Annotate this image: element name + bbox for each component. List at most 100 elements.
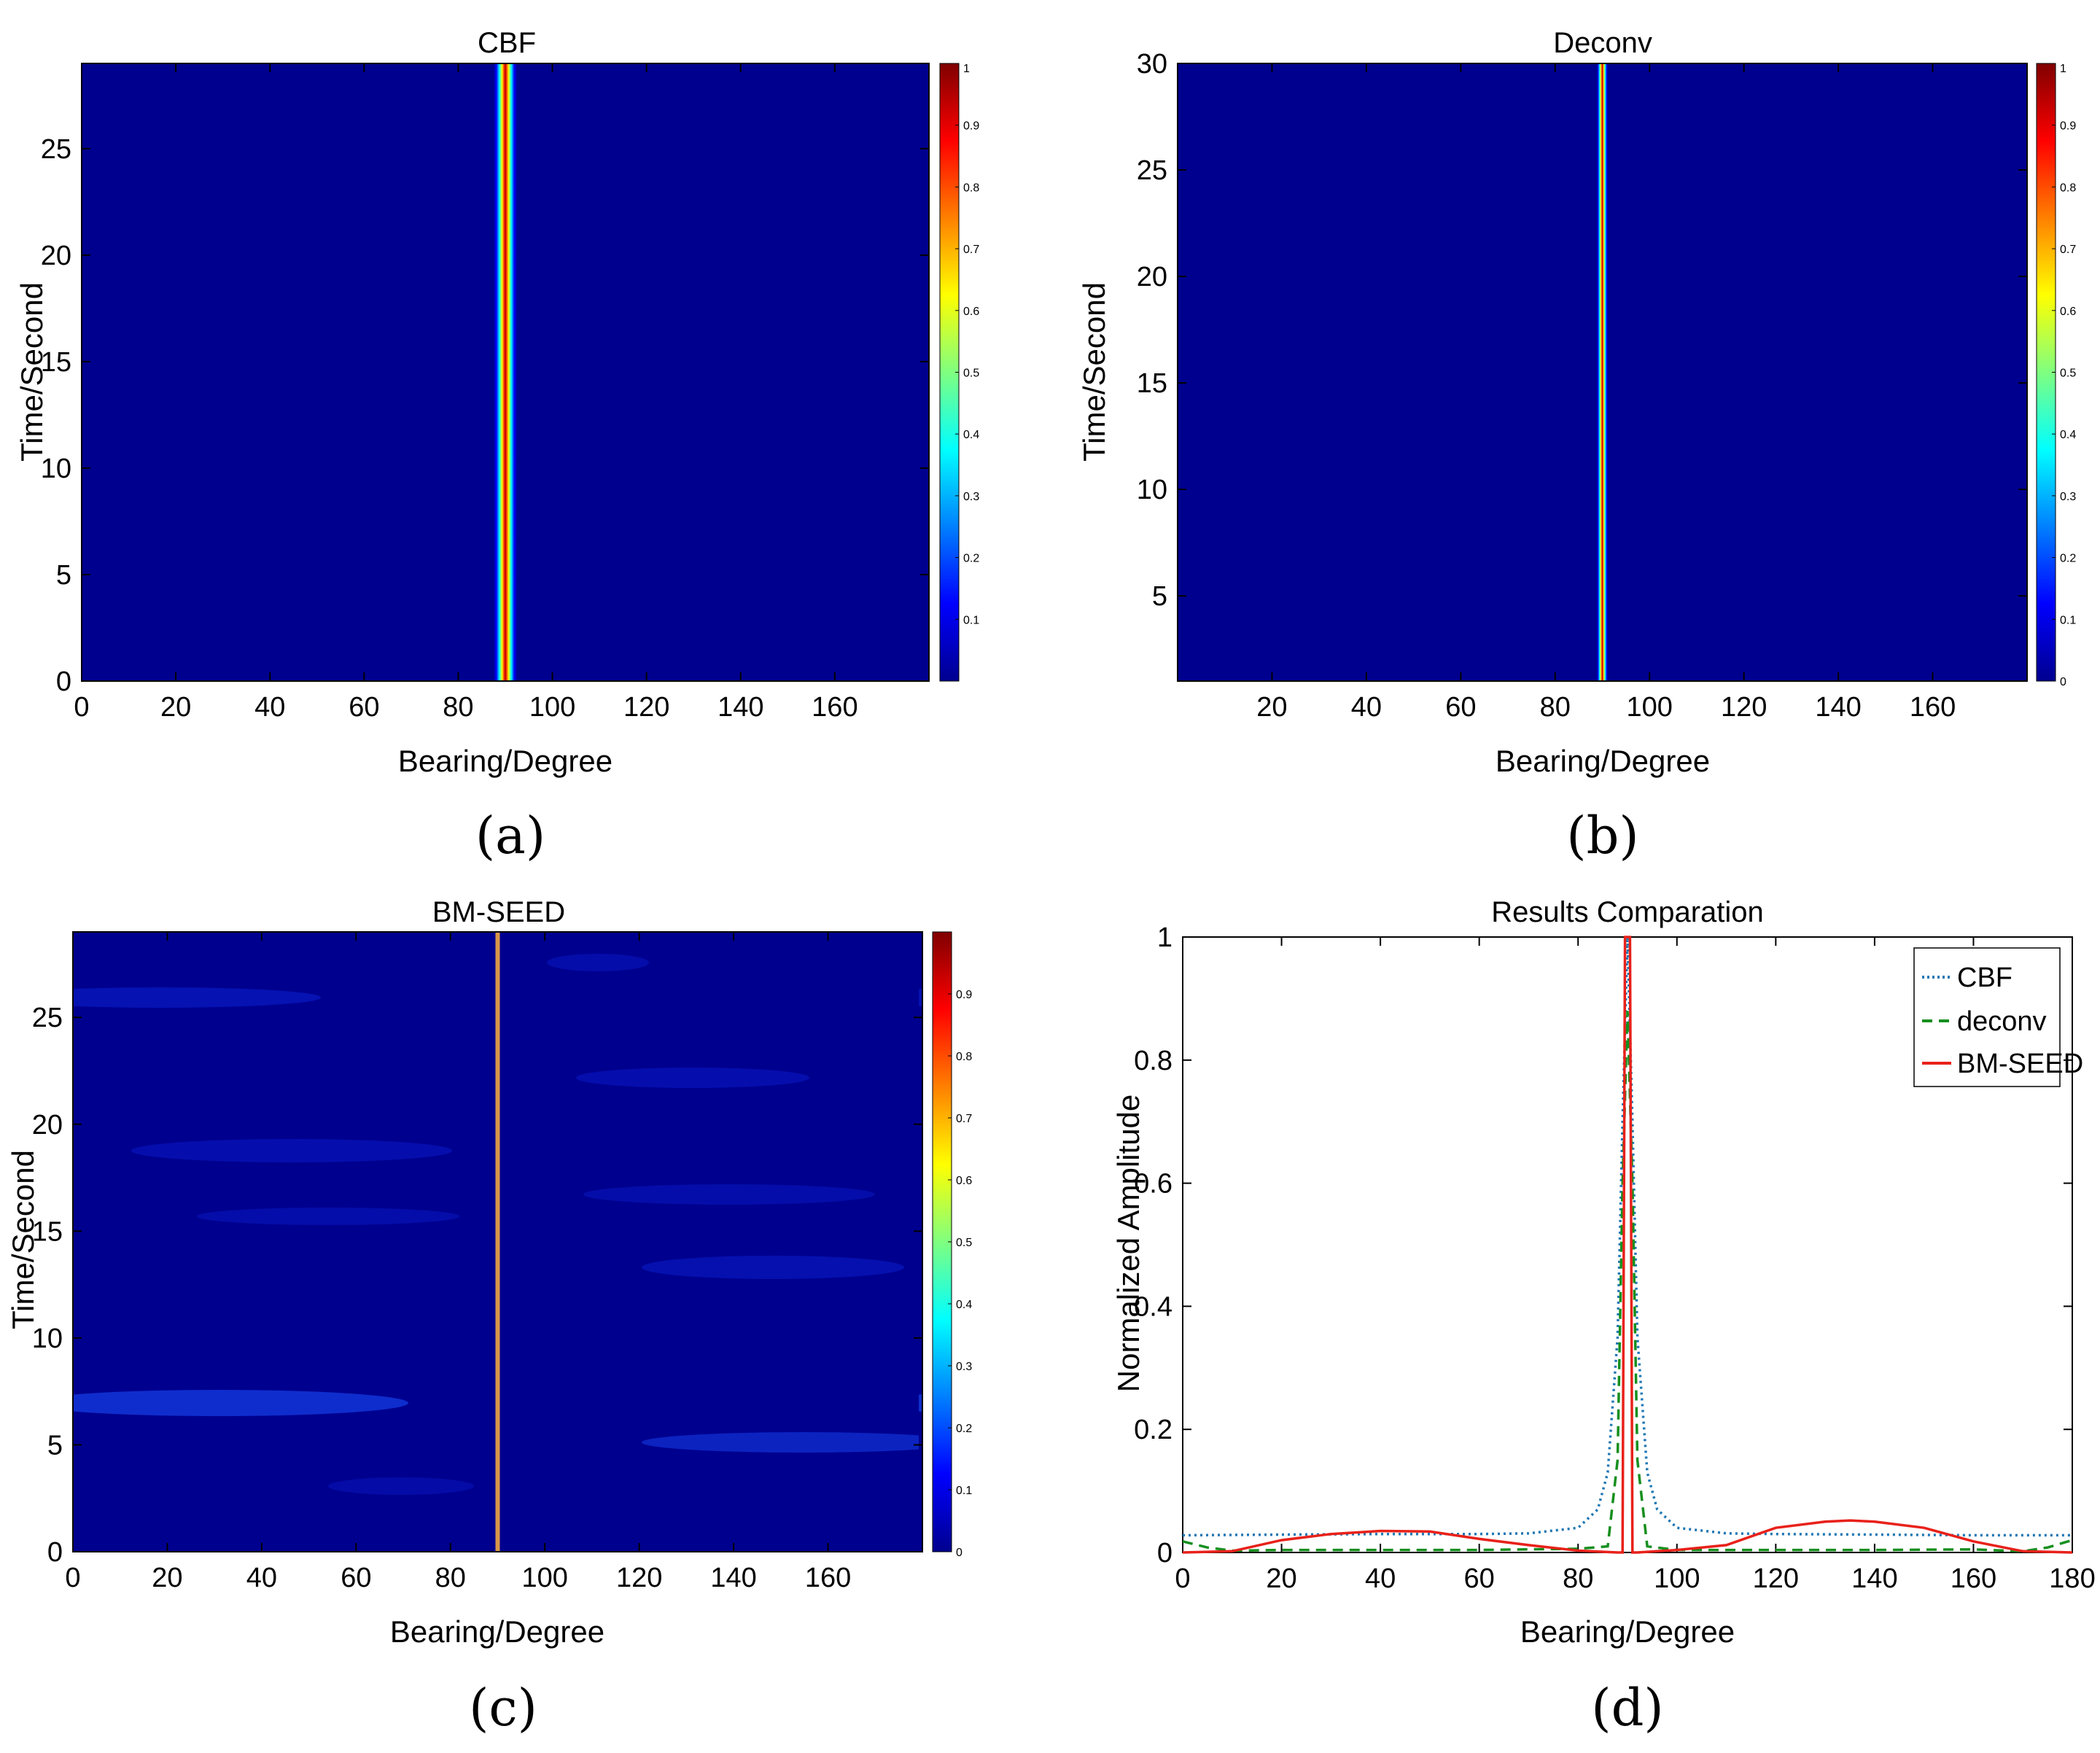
panel-b-cbtick-label: 0.4 — [2060, 429, 2076, 441]
panel-c-x-ticks: 0 20 40 60 80 100 120 140 160 — [65, 932, 851, 1593]
panel-a-cbtick-label: 0.9 — [963, 120, 979, 133]
panel-a-title: CBF — [478, 27, 536, 59]
panel-b-xtick-label: 20 — [1256, 692, 1287, 723]
panel-a-ytick-label: 25 — [41, 134, 71, 165]
panel-a-xtick-label: 60 — [349, 692, 379, 723]
panel-b-ytick-label: 30 — [1137, 49, 1167, 79]
panel-b-xtick-label: 60 — [1445, 692, 1476, 723]
panel-d-title: Results Comparation — [1491, 896, 1764, 928]
panel-b-cbtick-label: 0.9 — [2060, 120, 2076, 133]
panel-a-cbtick-label: 0.2 — [963, 553, 979, 565]
panel-a-cbtick-label: 0.8 — [963, 182, 979, 194]
panel-b-xlabel: Bearing/Degree — [1496, 744, 1710, 778]
panel-d-series — [1182, 936, 2073, 1554]
panel-a-ytick-label: 5 — [56, 560, 71, 591]
caption-a: (a) — [475, 806, 545, 866]
panel-c-xtick-label: 140 — [710, 1563, 756, 1593]
panel-a-cbtick-label: 0.1 — [963, 614, 979, 626]
panel-d-ylabel: Normalized Amplitude — [1111, 1095, 1146, 1393]
caption-c: (c) — [469, 1678, 537, 1738]
panel-d-xtick-label: 100 — [1654, 1563, 1700, 1594]
panel-b-ytick-label: 20 — [1137, 262, 1167, 292]
panel-a-cbtick-label: 0.7 — [963, 244, 979, 256]
panel-c-xtick-label: 80 — [435, 1563, 466, 1593]
panel-c-y-ticks: 0 5 10 15 20 25 — [32, 1003, 922, 1568]
panel-b-xtick-label: 160 — [1910, 692, 1956, 723]
panel-b-cbtick-label: 0.7 — [2060, 244, 2076, 256]
panel-c-xtick-label: 160 — [805, 1563, 851, 1593]
panel-c: BM-SEED 0 20 40 60 80 100 120 140 160 0 5 10 15 20 25… — [6, 896, 972, 1738]
panel-c-cbtick-label: 0 — [956, 1547, 962, 1559]
panel-d-xtick-label: 160 — [1951, 1563, 1996, 1594]
panel-a-peak-stripe — [493, 63, 518, 681]
panel-c-ytick-label: 15 — [32, 1216, 63, 1247]
panel-c-ytick-label: 25 — [32, 1003, 63, 1033]
panel-d-xtick-label: 20 — [1266, 1563, 1296, 1594]
panel-c-xtick-label: 100 — [522, 1563, 568, 1593]
panel-c-peak-line — [495, 932, 500, 1552]
panel-a-xtick-label: 100 — [529, 692, 575, 723]
panel-d-legend: CBF deconv BM-SEED — [1913, 947, 2083, 1087]
panel-c-title: BM-SEED — [432, 896, 565, 928]
panel-b-cbtick-label: 0.2 — [2060, 553, 2076, 565]
panel-c-ylabel: Time/Second — [6, 1150, 40, 1329]
panel-a-xtick-label: 160 — [812, 692, 858, 723]
panel-c-cbtick-label: 0.2 — [956, 1423, 972, 1435]
panel-c-xlabel: Bearing/Degree — [390, 1614, 604, 1649]
panel-c-xtick-label: 20 — [152, 1563, 182, 1593]
panel-b-cbtick-label: 0.8 — [2060, 182, 2076, 194]
panel-c-cbtick-label: 0.9 — [956, 989, 972, 1001]
panel-d-xtick-label: 40 — [1365, 1563, 1396, 1594]
panel-b-ytick-label: 10 — [1137, 475, 1167, 505]
panel-c-cbtick-label: 0.4 — [956, 1299, 972, 1311]
panel-d-xtick-label: 80 — [1563, 1563, 1593, 1594]
panel-d-xtick-label: 0 — [1175, 1563, 1190, 1594]
panel-d-xtick-label: 60 — [1464, 1563, 1495, 1594]
legend-deconv-label: deconv — [1957, 1006, 2047, 1037]
panel-b-ylabel: Time/Second — [1077, 282, 1111, 462]
panel-c-cbtick-label: 0.6 — [956, 1175, 972, 1187]
panel-a-cbtick-label: 1 — [963, 63, 970, 75]
panel-c-xtick-label: 0 — [65, 1563, 80, 1593]
panel-b-xtick-label: 80 — [1540, 692, 1571, 723]
panel-b-xtick-label: 140 — [1815, 692, 1861, 723]
panel-b-cbtick-label: 1 — [2060, 63, 2066, 75]
panel-d-ytick-label: 0.8 — [1134, 1046, 1172, 1076]
panel-d-ytick-label: 1 — [1157, 922, 1172, 953]
panel-a-x-ticks: 0 20 40 60 80 100 120 140 160 — [74, 63, 858, 723]
panel-d-ytick-label: 0.4 — [1134, 1291, 1172, 1322]
panel-a-xtick-label: 140 — [718, 692, 763, 723]
panel-a-colorbar-ticks: 0.1 0.2 0.3 0.4 0.5 0.6 0.7 0.8 0.9 1 — [955, 63, 979, 626]
panel-c-cbtick-label: 0.3 — [956, 1361, 972, 1373]
panel-d-x-ticks: 0 20 40 60 80 100 120 140 160 180 — [1175, 937, 2096, 1594]
panel-c-ytick-label: 0 — [47, 1537, 63, 1568]
panel-c-ytick-label: 20 — [32, 1110, 63, 1140]
panel-b-cbtick-label: 0.3 — [2060, 491, 2076, 503]
panel-a-ytick-label: 10 — [41, 454, 71, 484]
panel-a-xtick-label: 40 — [254, 692, 285, 723]
panel-c-xtick-label: 60 — [341, 1563, 371, 1593]
panel-b-xtick-label: 40 — [1351, 692, 1382, 723]
panel-c-colorbar-ticks: 0 0.1 0.2 0.3 0.4 0.5 0.6 0.7 0.8 0.9 — [948, 989, 972, 1559]
panel-c-cbtick-label: 0.1 — [956, 1485, 972, 1497]
panel-c-ytick-label: 10 — [32, 1324, 63, 1354]
panel-d-ytick-label: 0.6 — [1134, 1169, 1172, 1200]
panel-a-ytick-label: 15 — [41, 347, 71, 378]
panel-d-ytick-label: 0 — [1157, 1538, 1172, 1569]
panel-a-xlabel: Bearing/Degree — [398, 744, 612, 778]
panel-a-xtick-label: 20 — [160, 692, 191, 723]
panel-b-ytick-label: 25 — [1137, 155, 1167, 186]
panel-a-ytick-label: 0 — [56, 666, 71, 697]
series-deconv-line — [1182, 1011, 2073, 1553]
panel-c-xtick-label: 120 — [616, 1563, 662, 1593]
panel-b-y-ticks: 5 10 15 20 25 30 — [1137, 49, 2027, 612]
legend-cbf-label: CBF — [1957, 963, 2012, 993]
panel-d-xtick-label: 180 — [2049, 1563, 2095, 1594]
panel-a-ylabel: Time/Second — [15, 282, 49, 462]
panel-a-cbtick-label: 0.4 — [963, 429, 979, 441]
panel-c-xtick-label: 40 — [246, 1563, 277, 1593]
panel-b-cbtick-label: 0 — [2060, 676, 2066, 688]
caption-b: (b) — [1566, 806, 1638, 866]
panel-a-cbtick-label: 0.5 — [963, 368, 979, 380]
